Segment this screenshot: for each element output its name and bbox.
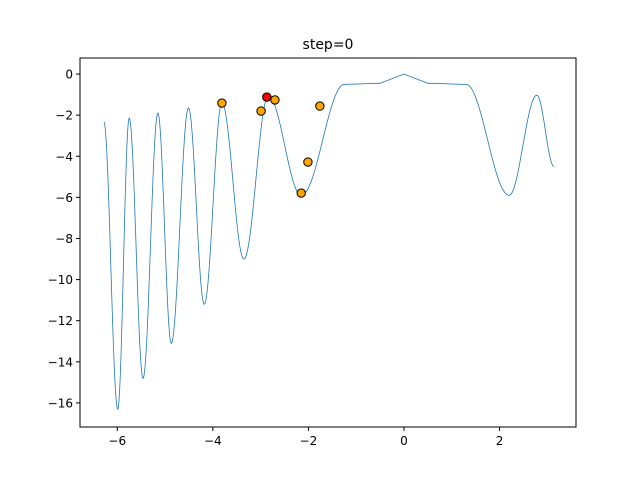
y-tick-label: −8 bbox=[55, 232, 73, 246]
y-tick-label: −16 bbox=[48, 396, 73, 410]
sample-point bbox=[217, 98, 227, 108]
sample-point bbox=[303, 157, 313, 167]
sample-point bbox=[270, 95, 280, 105]
x-tick-label: −6 bbox=[108, 434, 126, 448]
sample-point bbox=[296, 188, 306, 198]
x-tick-label: −2 bbox=[300, 434, 318, 448]
best-point bbox=[262, 92, 272, 102]
x-tick-label: 0 bbox=[400, 434, 408, 448]
chart-title: step=0 bbox=[303, 37, 354, 53]
y-tick-label: −6 bbox=[55, 191, 73, 205]
sample-point bbox=[315, 101, 325, 111]
y-tick-label: −14 bbox=[48, 355, 73, 369]
y-axis: 0 −2 −4 −6 −8 −10 −12 −14 −16 bbox=[48, 68, 80, 410]
x-tick-label: 2 bbox=[496, 434, 504, 448]
sample-point bbox=[256, 106, 266, 116]
x-tick-label: −4 bbox=[204, 434, 222, 448]
y-tick-label: 0 bbox=[65, 68, 73, 82]
x-axis: −6 −4 −2 0 2 bbox=[108, 427, 503, 448]
y-tick-label: −2 bbox=[55, 109, 73, 123]
y-tick-label: −10 bbox=[48, 273, 73, 287]
plot-area bbox=[103, 73, 555, 410]
axes-frame bbox=[79, 57, 577, 428]
y-tick-label: −12 bbox=[48, 314, 73, 328]
y-tick-label: −4 bbox=[55, 150, 73, 164]
series-line-objective bbox=[103, 73, 555, 410]
